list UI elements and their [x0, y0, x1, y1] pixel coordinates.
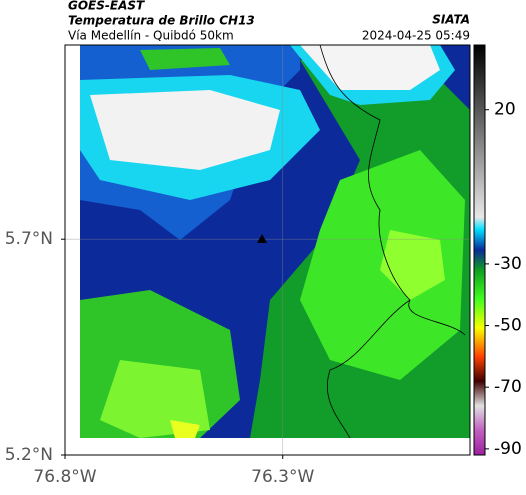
border-line	[319, 45, 466, 438]
colorbar-tick-label: -50	[494, 316, 522, 336]
lat-tick-label: 5.7°N	[5, 229, 53, 249]
colorbar-tick-label: -90	[494, 439, 522, 459]
map-frame	[64, 44, 471, 456]
colorbar-tick-label: -70	[494, 377, 522, 397]
location: Vía Medellín - Quibdó 50km	[68, 29, 234, 43]
title: GOES-EAST	[68, 0, 145, 13]
axes: 76.8°W 76.3°W 5.2°N 5.7°N 20 -30 -50 -70 -90	[5, 100, 522, 487]
org: SIATA	[432, 13, 470, 27]
colorbar-tick-label: 20	[494, 100, 516, 120]
timestamp: 2024-04-25 05:49	[362, 29, 470, 43]
satellite-image	[80, 45, 470, 438]
subtitle: Temperatura de Brillo CH13	[68, 14, 255, 28]
colorbar	[473, 44, 486, 456]
colorbar-tick-label: -30	[494, 254, 522, 274]
lat-tick-label: 5.2°N	[5, 445, 53, 465]
lon-tick-label: 76.8°W	[33, 467, 96, 487]
location-marker	[257, 234, 267, 243]
lon-tick-label: 76.3°W	[251, 467, 314, 487]
